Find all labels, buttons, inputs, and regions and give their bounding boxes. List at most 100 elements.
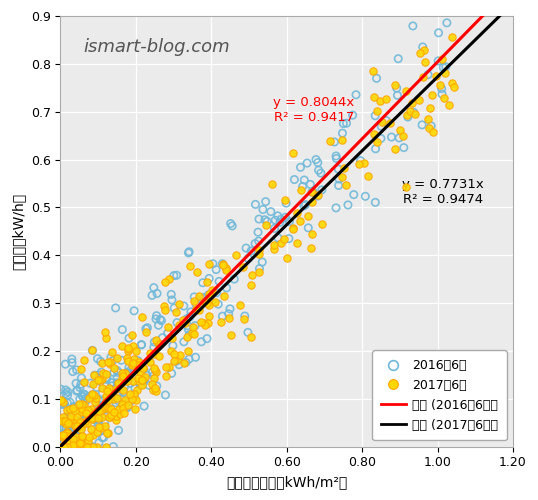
Point bbox=[208, 286, 217, 294]
Point bbox=[129, 364, 138, 372]
Point bbox=[377, 134, 385, 142]
Point bbox=[66, 420, 75, 428]
Point bbox=[75, 442, 84, 450]
Point bbox=[66, 426, 74, 434]
Point bbox=[113, 373, 122, 381]
Point bbox=[277, 240, 285, 248]
Point bbox=[371, 112, 379, 120]
Point bbox=[414, 96, 423, 104]
Point bbox=[101, 426, 109, 434]
Point bbox=[273, 212, 282, 220]
Point bbox=[94, 376, 102, 384]
Point bbox=[87, 442, 95, 450]
Point bbox=[428, 92, 436, 100]
Point bbox=[159, 302, 168, 310]
Point bbox=[112, 416, 121, 424]
Point bbox=[399, 132, 407, 140]
Point bbox=[139, 378, 148, 386]
Point bbox=[108, 395, 117, 403]
Point bbox=[213, 288, 221, 296]
Point bbox=[314, 191, 322, 199]
Point bbox=[94, 404, 103, 412]
Point bbox=[100, 412, 109, 420]
Point bbox=[98, 359, 107, 367]
Point bbox=[400, 144, 408, 152]
Point bbox=[72, 380, 80, 388]
Point bbox=[239, 264, 247, 272]
Point bbox=[125, 398, 133, 406]
Point bbox=[332, 204, 341, 212]
Point bbox=[260, 216, 269, 224]
Point bbox=[255, 268, 264, 276]
Point bbox=[118, 326, 126, 334]
Point bbox=[313, 192, 322, 200]
Point bbox=[128, 394, 136, 402]
Point bbox=[251, 200, 260, 208]
Point bbox=[66, 418, 74, 426]
Point bbox=[337, 173, 346, 181]
Point bbox=[89, 431, 97, 439]
Point bbox=[394, 54, 402, 62]
Point bbox=[174, 321, 183, 329]
Point bbox=[204, 301, 213, 309]
Point bbox=[109, 442, 118, 450]
Point bbox=[107, 378, 116, 386]
Point bbox=[58, 442, 67, 450]
Point bbox=[189, 323, 197, 331]
Point bbox=[92, 384, 101, 392]
Point bbox=[161, 391, 169, 399]
Point bbox=[88, 412, 96, 420]
Point bbox=[156, 316, 165, 324]
Point bbox=[102, 370, 111, 378]
Point bbox=[58, 442, 66, 450]
Point bbox=[376, 97, 385, 105]
Point bbox=[69, 436, 77, 444]
Point bbox=[63, 391, 72, 399]
Point bbox=[66, 442, 75, 450]
Point bbox=[110, 368, 118, 376]
Point bbox=[128, 361, 137, 369]
Point bbox=[59, 413, 67, 421]
Point bbox=[448, 7, 457, 15]
Point bbox=[64, 442, 73, 450]
Point bbox=[114, 368, 122, 376]
Point bbox=[95, 374, 103, 382]
Point bbox=[150, 364, 158, 372]
Point bbox=[123, 376, 131, 384]
Point bbox=[102, 382, 111, 390]
Point bbox=[117, 356, 126, 364]
Point bbox=[88, 415, 97, 423]
Point bbox=[360, 159, 369, 167]
Point bbox=[67, 442, 75, 450]
Point bbox=[123, 368, 131, 376]
Point bbox=[203, 334, 211, 342]
Point bbox=[281, 196, 289, 203]
Point bbox=[69, 442, 78, 450]
Point bbox=[90, 390, 98, 398]
Point bbox=[95, 416, 104, 424]
Point bbox=[113, 378, 122, 386]
Point bbox=[339, 120, 348, 128]
Point bbox=[115, 388, 123, 396]
Point bbox=[77, 416, 86, 424]
Point bbox=[75, 442, 83, 450]
Point bbox=[150, 343, 158, 351]
Point bbox=[139, 366, 148, 374]
Point bbox=[104, 358, 113, 366]
Point bbox=[370, 130, 378, 138]
Point bbox=[123, 404, 132, 411]
Point bbox=[127, 366, 136, 374]
Point bbox=[151, 384, 159, 392]
Point bbox=[338, 136, 346, 144]
Point bbox=[424, 70, 433, 78]
Point bbox=[62, 412, 71, 420]
Point bbox=[130, 307, 138, 315]
Point bbox=[63, 439, 72, 447]
Point bbox=[76, 380, 85, 388]
Point bbox=[395, 134, 404, 142]
Point bbox=[434, 29, 443, 37]
Point bbox=[58, 417, 66, 425]
Point bbox=[173, 318, 181, 326]
Point bbox=[100, 434, 108, 442]
Point bbox=[164, 329, 172, 337]
